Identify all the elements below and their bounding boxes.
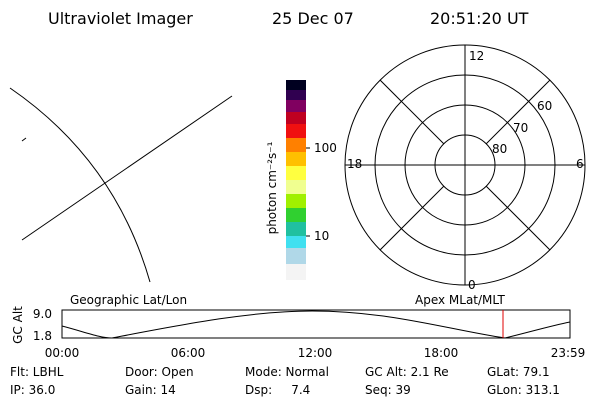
color-step (286, 90, 306, 100)
info-field: GC Alt: 2.1 Re (365, 365, 449, 379)
color-step (286, 152, 306, 166)
colorbar-tick-label: 10 (314, 229, 329, 243)
info-field: IP: 36.0 (10, 383, 55, 397)
map-arc (9, 87, 151, 283)
plot-title: Apex MLat/MLT (415, 293, 505, 307)
polar-grid: 60 70 80 12 18 6 0 (344, 44, 586, 292)
x-tick-label: 12:00 (298, 346, 333, 360)
y-axis-label: GC Alt (11, 306, 25, 344)
info-field: Flt: LBHL (10, 365, 64, 379)
color-step (286, 80, 306, 90)
y-tick-label: 1.8 (33, 329, 52, 343)
info-field: Mode: Normal (245, 365, 329, 379)
date: 25 Dec 07 (272, 9, 354, 28)
color-step (286, 180, 306, 194)
mlt-label: 12 (469, 49, 484, 63)
info-field: GLon: 313.1 (487, 383, 560, 397)
polar-diagonal (379, 79, 445, 145)
x-tick-label: 23:59 (551, 346, 586, 360)
info-field: Dsp: 7.4 (245, 383, 310, 397)
color-step (286, 248, 306, 264)
color-step (286, 100, 306, 112)
color-step (286, 194, 306, 208)
colorbar-label: photon cm⁻²s⁻¹ (265, 141, 279, 234)
color-step (286, 138, 306, 152)
map (9, 87, 233, 283)
x-tick-label: 18:00 (424, 346, 459, 360)
map-line (21, 95, 233, 241)
x-tick-label: 06:00 (171, 346, 206, 360)
info-field: Door: Open (125, 365, 194, 379)
info-field: GLat: 79.1 (487, 365, 550, 379)
time: 20:51:20 UT (430, 9, 529, 28)
info-panel: Flt: LBHL Door: Open Mode: Normal GC Alt… (10, 365, 560, 397)
polar-diagonal (485, 185, 551, 251)
lat-label: 60 (537, 99, 552, 113)
lat-label: 80 (492, 142, 507, 156)
mlt-label: 0 (468, 278, 476, 292)
color-step (286, 166, 306, 180)
plot-frame (61, 309, 571, 339)
color-step (286, 236, 306, 248)
y-tick-label: 9.0 (33, 307, 52, 321)
color-step (286, 264, 306, 280)
color-step (286, 208, 306, 222)
mlt-label: 6 (576, 157, 584, 171)
instrument: Ultraviolet Imager (48, 9, 193, 28)
polar-diagonal (379, 185, 445, 251)
polar-diagonal (485, 79, 551, 145)
mlt-label: 18 (347, 157, 362, 171)
info-field: Gain: 14 (125, 383, 176, 397)
plot-title: Geographic Lat/Lon (70, 293, 187, 307)
colorbar: 100 10 photon cm⁻²s⁻¹ (265, 80, 337, 280)
color-step (286, 124, 306, 138)
altitude-plot: Geographic Lat/Lon Apex MLat/MLT 9.0 1.8… (11, 293, 585, 360)
map-tick (21, 137, 27, 142)
colorbar-tick-label: 100 (314, 141, 337, 155)
color-step (286, 222, 306, 236)
lat-label: 70 (513, 121, 528, 135)
x-tick-label: 00:00 (45, 346, 80, 360)
color-step (286, 112, 306, 124)
info-field: Seq: 39 (365, 383, 411, 397)
altitude-curve (61, 310, 571, 339)
